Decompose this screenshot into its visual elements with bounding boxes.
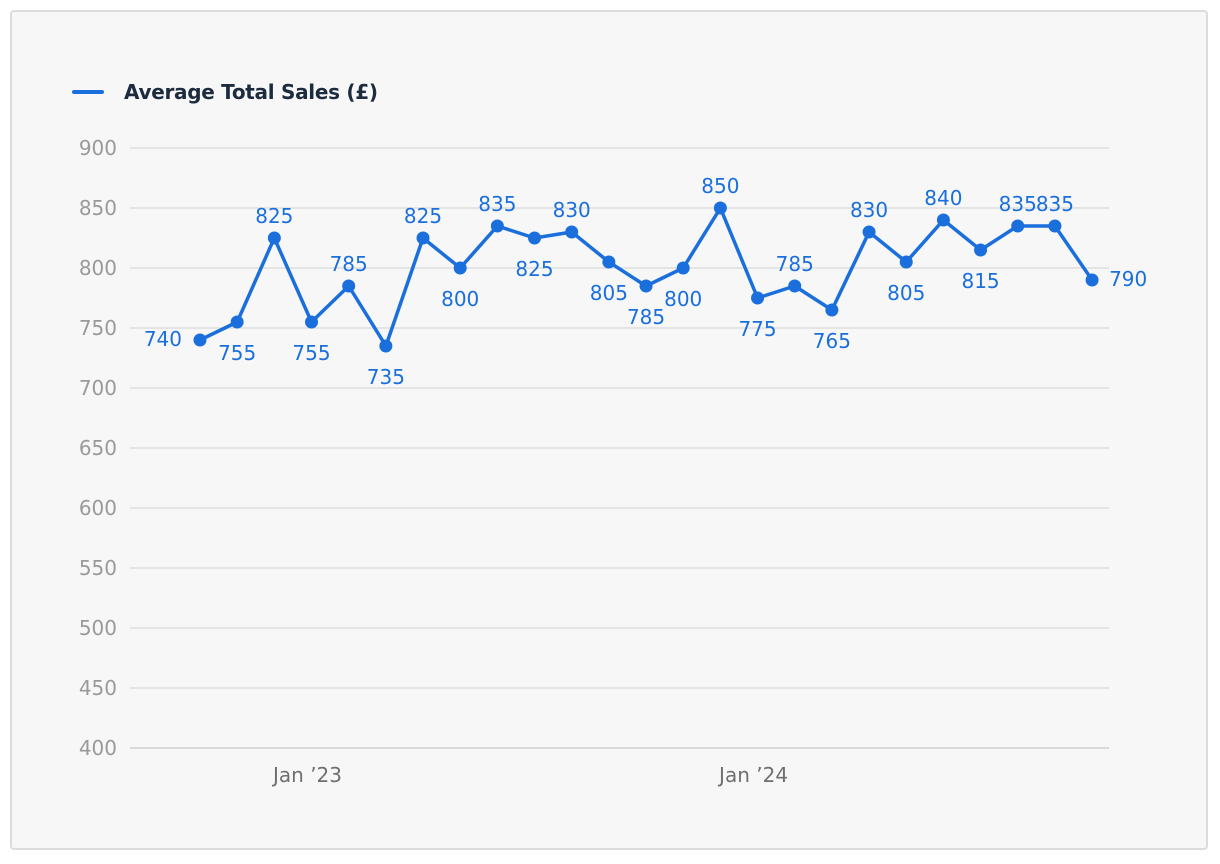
data-label: 825	[255, 204, 293, 228]
data-label: 850	[701, 174, 739, 198]
data-point	[1011, 219, 1025, 233]
data-point	[565, 225, 579, 239]
x-axis: Jan ’23 Jan ’24	[271, 763, 788, 787]
data-label: 775	[738, 317, 776, 341]
data-point	[267, 231, 281, 245]
series	[193, 201, 1099, 353]
data-point	[305, 315, 319, 329]
data-label: 825	[515, 257, 553, 281]
y-axis: 900 850 800 750 700 650 600 550 500 450 400	[79, 136, 117, 760]
data-point	[490, 219, 504, 233]
data-point	[825, 303, 839, 317]
data-point	[379, 339, 393, 353]
data-label: 835	[999, 192, 1037, 216]
data-point	[713, 201, 727, 215]
data-label: 755	[218, 341, 256, 365]
data-label: 830	[850, 198, 888, 222]
data-point	[751, 291, 765, 305]
data-point	[193, 333, 207, 347]
data-labels: 7407558257557857358258008358258308057858…	[144, 174, 1147, 389]
data-label: 840	[924, 186, 962, 210]
data-label: 785	[627, 305, 665, 329]
data-point	[602, 255, 616, 269]
data-label: 805	[887, 281, 925, 305]
data-point	[416, 231, 430, 245]
y-tick-label: 600	[79, 496, 117, 520]
data-label: 800	[441, 287, 479, 311]
y-tick-label: 400	[79, 736, 117, 760]
y-tick-label: 750	[79, 316, 117, 340]
data-point	[528, 231, 542, 245]
legend-label: Average Total Sales (£)	[124, 80, 378, 104]
chart-card	[10, 10, 1208, 850]
data-label: 755	[292, 341, 330, 365]
y-tick-label: 650	[79, 436, 117, 460]
data-point	[899, 255, 913, 269]
data-point	[639, 279, 653, 293]
y-tick-label: 450	[79, 676, 117, 700]
legend: Average Total Sales (£)	[72, 78, 378, 106]
x-tick-label: Jan ’24	[717, 763, 788, 787]
data-label: 800	[664, 287, 702, 311]
data-label: 815	[961, 269, 999, 293]
y-tick-label: 700	[79, 376, 117, 400]
data-point	[1048, 219, 1062, 233]
data-label: 740	[144, 327, 182, 351]
data-point	[676, 261, 690, 275]
data-label: 825	[404, 204, 442, 228]
y-tick-label: 500	[79, 616, 117, 640]
y-tick-label: 900	[79, 136, 117, 160]
y-tick-label: 550	[79, 556, 117, 580]
data-label: 765	[813, 329, 851, 353]
data-label: 835	[478, 192, 516, 216]
data-point	[230, 315, 244, 329]
data-label: 735	[367, 365, 405, 389]
data-point	[936, 213, 950, 227]
y-tick-label: 850	[79, 196, 117, 220]
data-label: 785	[776, 252, 814, 276]
data-point	[862, 225, 876, 239]
data-label: 805	[590, 281, 628, 305]
legend-line-swatch	[72, 90, 104, 94]
data-point	[974, 243, 988, 257]
data-point	[1085, 273, 1099, 287]
data-point	[453, 261, 467, 275]
data-label: 790	[1109, 267, 1147, 291]
y-tick-label: 800	[79, 256, 117, 280]
data-label: 785	[330, 252, 368, 276]
data-point	[788, 279, 802, 293]
data-point	[342, 279, 356, 293]
x-tick-label: Jan ’23	[271, 763, 342, 787]
data-label: 835	[1036, 192, 1074, 216]
data-label: 830	[553, 198, 591, 222]
